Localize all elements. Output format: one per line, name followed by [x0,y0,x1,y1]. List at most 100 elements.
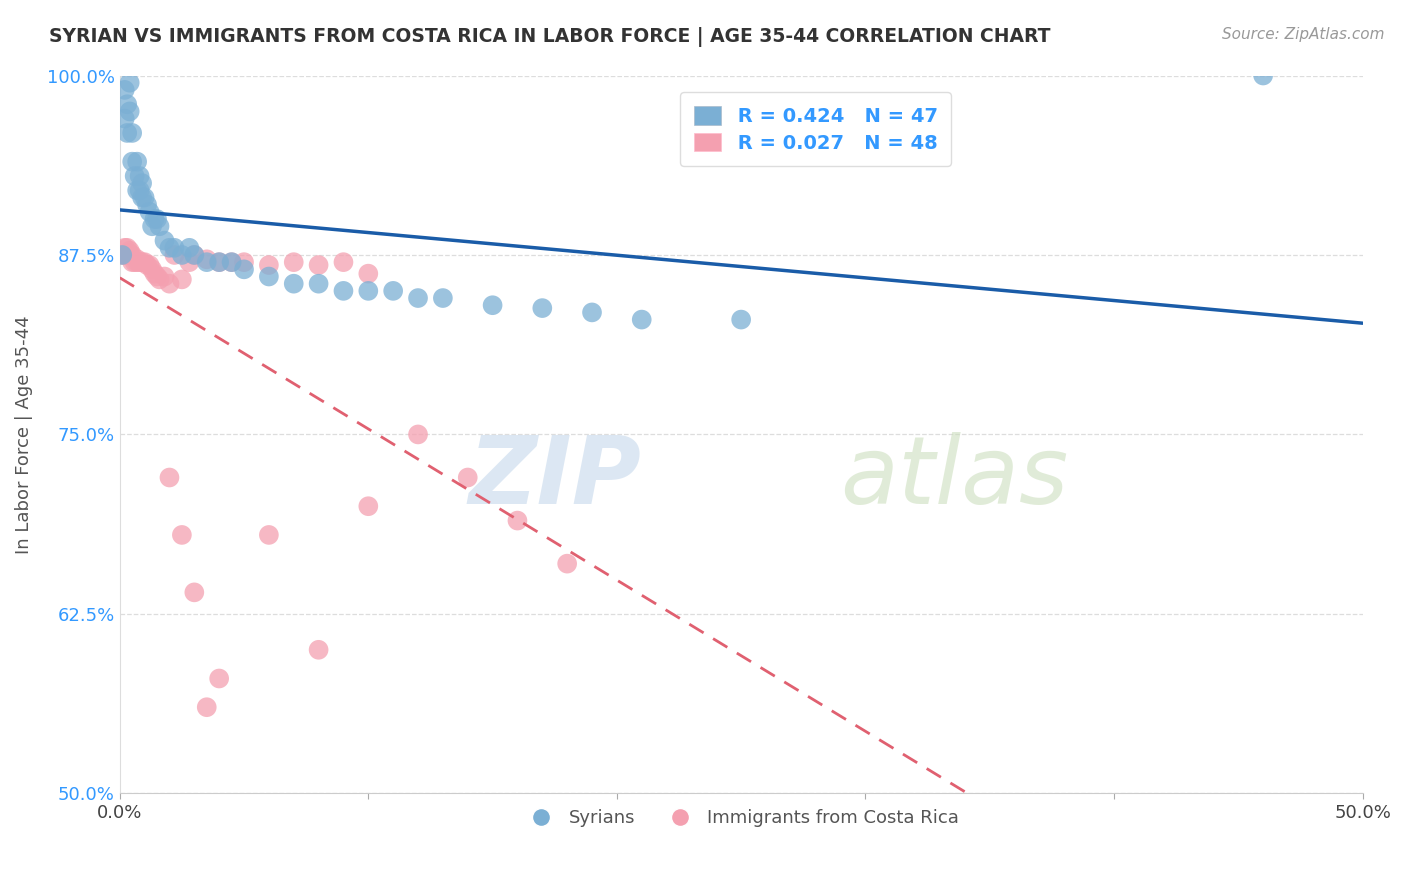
Point [146,269,169,284]
Point [382,284,405,298]
Point [357,500,380,514]
Point [233,255,256,269]
Point [111,248,134,262]
Point [115,248,138,262]
Point [138,205,160,219]
Point [163,241,186,255]
Point [308,642,330,657]
Point [179,255,201,269]
Point [357,284,380,298]
Point [128,255,150,269]
Point [118,76,141,90]
Point [357,267,380,281]
Point [308,258,330,272]
Point [136,198,159,212]
Point [114,83,136,97]
Point [183,248,205,262]
Point [283,277,305,291]
Legend: Syrians, Immigrants from Costa Rica: Syrians, Immigrants from Costa Rica [516,802,966,835]
Point [115,241,138,255]
Y-axis label: In Labor Force | Age 35-44: In Labor Force | Age 35-44 [15,315,32,554]
Point [332,255,354,269]
Point [121,154,143,169]
Text: Source: ZipAtlas.com: Source: ZipAtlas.com [1222,27,1385,42]
Point [221,255,243,269]
Point [406,291,429,305]
Point [128,169,150,183]
Point [118,244,141,258]
Point [257,258,280,272]
Point [221,255,243,269]
Point [124,255,146,269]
Point [170,272,193,286]
Text: SYRIAN VS IMMIGRANTS FROM COSTA RICA IN LABOR FORCE | AGE 35-44 CORRELATION CHAR: SYRIAN VS IMMIGRANTS FROM COSTA RICA IN … [49,27,1050,46]
Point [159,470,181,484]
Point [159,277,181,291]
Point [136,258,159,272]
Point [481,298,503,312]
Point [432,291,454,305]
Point [730,312,752,326]
Point [115,126,138,140]
Point [233,262,256,277]
Point [630,312,652,326]
Point [555,557,578,571]
Point [179,241,201,255]
Point [506,514,529,528]
Point [159,241,181,255]
Point [114,248,136,262]
Point [148,219,170,234]
Point [121,248,143,262]
Point [118,104,141,119]
Point [581,305,603,319]
Text: ZIP: ZIP [468,432,641,524]
Point [195,255,218,269]
Point [257,528,280,542]
Point [183,585,205,599]
Point [163,248,186,262]
Point [143,267,166,281]
Text: atlas: atlas [841,432,1069,523]
Point [208,672,231,686]
Point [208,255,231,269]
Point [141,219,163,234]
Point [457,470,479,484]
Point [170,528,193,542]
Point [143,212,166,227]
Point [131,176,153,190]
Point [183,248,205,262]
Point [134,190,156,204]
Point [406,427,429,442]
Point [114,112,136,126]
Point [531,301,554,315]
Point [148,272,170,286]
Point [153,269,176,284]
Point [308,277,330,291]
Point [195,252,218,267]
Point [128,183,150,197]
Point [111,248,134,262]
Point [146,212,169,227]
Point [114,241,136,255]
Point [170,248,193,262]
Point [1251,69,1274,83]
Point [127,255,149,269]
Point [118,246,141,260]
Point [332,284,354,298]
Point [131,255,153,269]
Point [124,169,146,183]
Point [208,255,231,269]
Point [127,154,149,169]
Point [153,234,176,248]
Point [127,252,149,267]
Point [131,190,153,204]
Point [127,183,149,197]
Point [138,258,160,272]
Point [195,700,218,714]
Point [121,126,143,140]
Point [257,269,280,284]
Point [141,262,163,277]
Point [134,255,156,269]
Point [115,97,138,112]
Point [121,255,143,269]
